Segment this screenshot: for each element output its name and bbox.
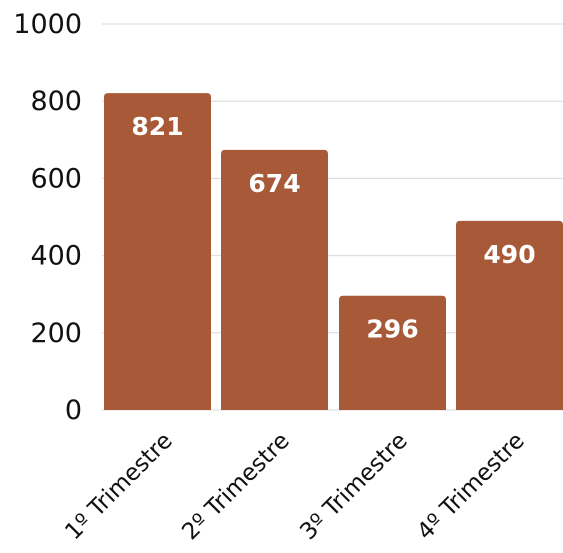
bar-value-label: 674 (248, 169, 300, 198)
y-tick-label: 200 (30, 318, 82, 349)
bar-value-label: 490 (483, 240, 535, 269)
bar (456, 220, 563, 410)
y-tick-label: 0 (65, 395, 82, 426)
bar (104, 93, 211, 411)
y-tick-label: 1000 (13, 9, 82, 40)
x-tick-label: 2º Trimestre (177, 428, 294, 545)
y-tick-label: 800 (30, 86, 82, 117)
bar-value-label: 296 (366, 315, 418, 344)
bar-value-label: 821 (131, 112, 183, 141)
x-tick-label: 4º Trimestre (412, 428, 529, 545)
x-axis-category-labels: 1º Trimestre 2º Trimestre 3º Trimestre 4º T… (60, 428, 529, 545)
x-tick-label: 3º Trimestre (295, 428, 412, 545)
bars (104, 93, 563, 411)
bar (221, 149, 328, 410)
y-axis-tick-labels: 0 200 400 600 800 1000 (13, 9, 82, 426)
y-tick-label: 400 (30, 241, 82, 272)
bar-value-labels: 821 674 296 490 (131, 112, 535, 344)
y-tick-label: 600 (30, 163, 82, 194)
x-tick-label: 1º Trimestre (60, 428, 177, 545)
bar (339, 295, 446, 410)
